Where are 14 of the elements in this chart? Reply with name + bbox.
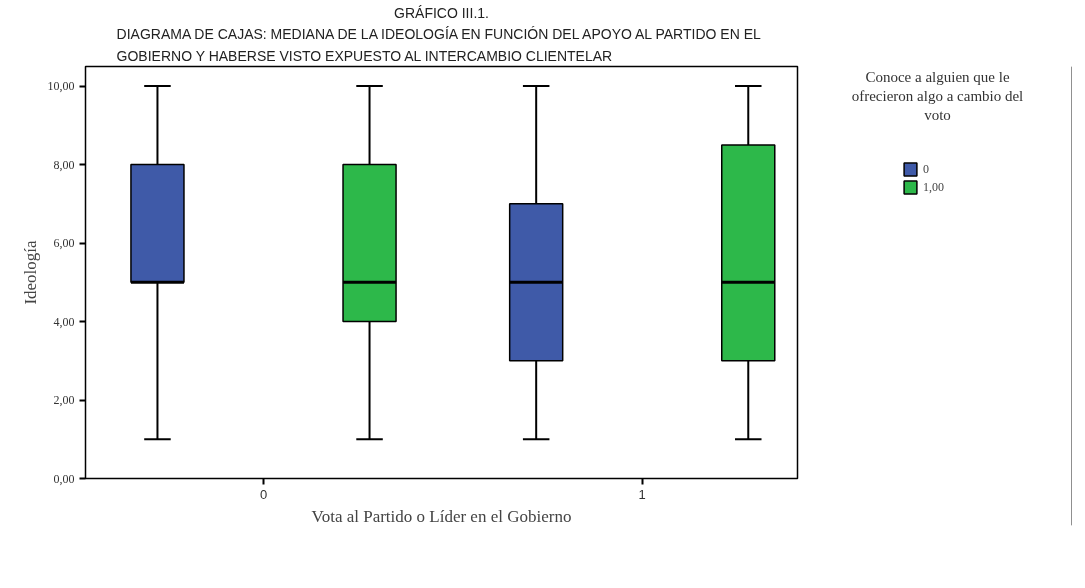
legend-label: 0 [923, 161, 930, 177]
y-tick-label: 8,00 [53, 157, 75, 172]
y-tick-label: 10,00 [47, 79, 75, 94]
y-tick-label: 0,00 [53, 471, 75, 486]
y-tick-label: 4,00 [53, 314, 75, 329]
x-axis-title: Vota al Partido o Líder en el Gobierno [311, 506, 572, 526]
legend-title: Conoce a alguien que le ofrecieron algo a cambio del voto [851, 68, 1024, 123]
x-tick-label: 1 [638, 486, 646, 502]
chart-subtitle: DIAGRAMA DE CAJAS: MEDIANA DE LA IDEOLOGÍA EN FUNCIÓN DEL APOYO AL PARTIDO EN EL GOBIERNO Y HABERSE VISTO EXPUESTO AL INTERCAMBIO CLIENTELAR [116, 26, 761, 65]
chart-title: GRÁFICO III.1. [394, 4, 489, 21]
y-axis-title: Ideología [20, 239, 40, 305]
legend-label: 1,00 [923, 179, 944, 195]
y-tick-label: 2,00 [53, 393, 75, 408]
y-tick-label: 6,00 [53, 236, 75, 251]
